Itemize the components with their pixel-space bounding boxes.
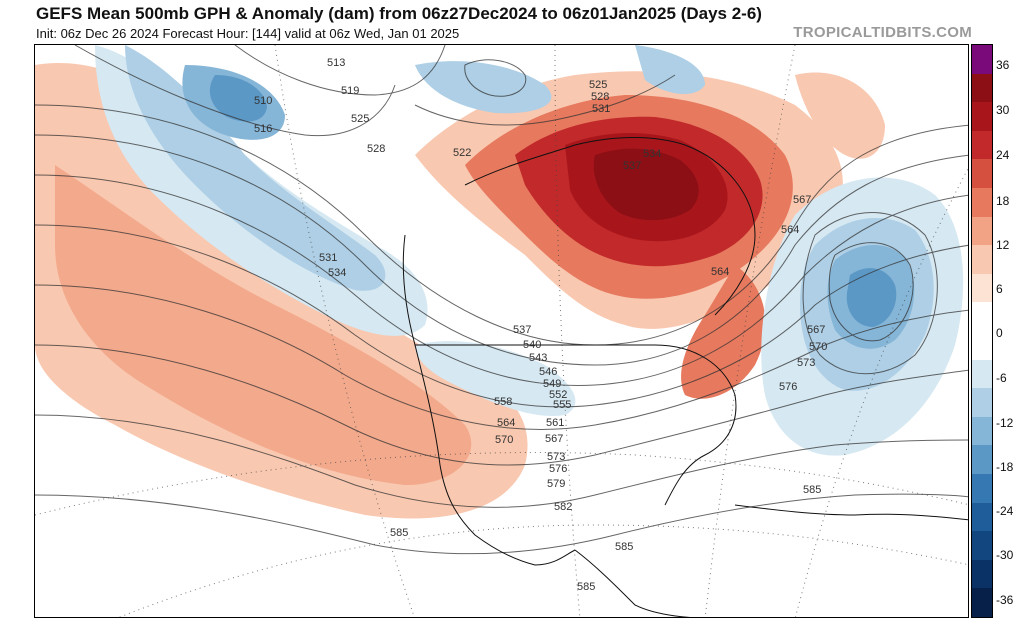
colorbar-tick-label: 12 bbox=[996, 238, 1010, 252]
colorbar-segment bbox=[972, 188, 992, 218]
contour-label-585-west: 585 bbox=[390, 527, 408, 539]
contour-label-522: 522 bbox=[453, 147, 471, 159]
contour-label-534-north: 534 bbox=[643, 148, 661, 160]
contour-label-576: 576 bbox=[549, 463, 567, 475]
contour-label-537: 537 bbox=[513, 324, 531, 336]
brand-watermark[interactable]: TROPICALTIDBITS.COM bbox=[793, 24, 972, 41]
anomaly-map[interactable]: 513 510 516 519 525 528 531 534 537 540 … bbox=[34, 44, 969, 618]
contour-label-525-north: 525 bbox=[589, 79, 607, 91]
contour-label-579: 579 bbox=[547, 478, 565, 490]
colorbar-segment bbox=[972, 216, 992, 246]
map-title: GEFS Mean 500mb GPH & Anomaly (dam) from… bbox=[36, 4, 762, 23]
colorbar-segment bbox=[972, 130, 992, 160]
contour-label-537-north: 537 bbox=[623, 160, 641, 172]
contour-label-552: 552 bbox=[549, 389, 567, 401]
colorbar-tick-label: 30 bbox=[996, 103, 1010, 117]
colorbar-segment bbox=[972, 445, 992, 475]
colorbar-segment bbox=[972, 45, 992, 75]
contour-label-528: 528 bbox=[367, 143, 385, 155]
contour-label-513: 513 bbox=[327, 57, 345, 69]
colorbar-tick-label: 36 bbox=[996, 58, 1010, 72]
contour-label-519: 519 bbox=[341, 85, 359, 97]
contour-label-531-north: 531 bbox=[592, 103, 610, 115]
contour-label-567: 567 bbox=[545, 433, 563, 445]
contour-label-564-coast: 564 bbox=[711, 266, 729, 278]
contour-label-531: 531 bbox=[319, 252, 337, 264]
contour-label-573-atlantic: 573 bbox=[797, 357, 815, 369]
contour-label-567-atlantic: 567 bbox=[807, 324, 825, 336]
contour-label-534: 534 bbox=[328, 267, 346, 279]
contour-label-570: 570 bbox=[495, 434, 513, 446]
colorbar-segment bbox=[972, 588, 992, 618]
contour-label-558: 558 bbox=[494, 396, 512, 408]
colorbar-tick-label: -24 bbox=[996, 504, 1014, 518]
height-contours bbox=[35, 45, 968, 555]
contour-label-564: 564 bbox=[497, 417, 515, 429]
contour-label-564-east: 564 bbox=[781, 224, 799, 236]
map-subtitle: Init: 06z Dec 26 2024 Forecast Hour: [14… bbox=[36, 26, 460, 41]
contour-label-573: 573 bbox=[547, 451, 565, 463]
contour-label-570-atlantic: 570 bbox=[809, 341, 827, 353]
colorbar-tick-label: -6 bbox=[996, 371, 1007, 385]
contour-label-525: 525 bbox=[351, 113, 369, 125]
contour-label-528-north: 528 bbox=[591, 91, 609, 103]
colorbar-segment bbox=[972, 502, 992, 532]
graticule bbox=[35, 45, 968, 617]
contour-label-546: 546 bbox=[539, 366, 557, 378]
contour-label-582: 582 bbox=[554, 501, 572, 513]
contour-label-585-mexico: 585 bbox=[615, 541, 633, 553]
contour-label-516: 516 bbox=[254, 123, 272, 135]
contour-label-567-east: 567 bbox=[793, 194, 811, 206]
negative-anomaly-north bbox=[415, 61, 552, 114]
contour-label-555: 555 bbox=[553, 399, 571, 411]
contour-label-576-atlantic: 576 bbox=[779, 381, 797, 393]
contour-label-510: 510 bbox=[254, 95, 272, 107]
colorbar-segment bbox=[972, 245, 992, 275]
colorbar-segment bbox=[972, 302, 992, 332]
colorbar-tick-label: -18 bbox=[996, 460, 1014, 474]
colorbar-segment bbox=[972, 388, 992, 418]
map-canvas: 513 510 516 519 525 528 531 534 537 540 … bbox=[35, 45, 968, 617]
colorbar-tick-label: 0 bbox=[996, 326, 1003, 340]
colorbar-segment bbox=[972, 73, 992, 103]
colorbar-tick-label: -30 bbox=[996, 548, 1014, 562]
contour-labels: 513 510 516 519 525 528 531 534 537 540 … bbox=[254, 57, 827, 593]
colorbar-segment bbox=[972, 474, 992, 504]
colorbar-tick-label: 24 bbox=[996, 148, 1010, 162]
contour-label-549: 549 bbox=[543, 378, 561, 390]
colorbar-tick-label: 6 bbox=[996, 282, 1003, 296]
contour-label-561: 561 bbox=[546, 417, 564, 429]
colorbar-segment bbox=[972, 273, 992, 303]
colorbar bbox=[971, 44, 993, 618]
contour-label-543: 543 bbox=[529, 352, 547, 364]
colorbar-segment bbox=[972, 416, 992, 446]
colorbar-segment bbox=[972, 359, 992, 389]
colorbar-tick-label: -36 bbox=[996, 593, 1014, 607]
contour-label-585-caribbean: 585 bbox=[803, 484, 821, 496]
contour-label-585-south: 585 bbox=[577, 581, 595, 593]
colorbar-segment bbox=[972, 102, 992, 132]
colorbar-tick-label: -12 bbox=[996, 416, 1014, 430]
colorbar-segment bbox=[972, 159, 992, 189]
colorbar-segment bbox=[972, 531, 992, 561]
contour-label-540: 540 bbox=[523, 339, 541, 351]
coastlines bbox=[402, 137, 968, 617]
colorbar-segment bbox=[972, 559, 992, 589]
colorbar-tick-label: 18 bbox=[996, 194, 1010, 208]
colorbar-segment bbox=[972, 331, 992, 361]
